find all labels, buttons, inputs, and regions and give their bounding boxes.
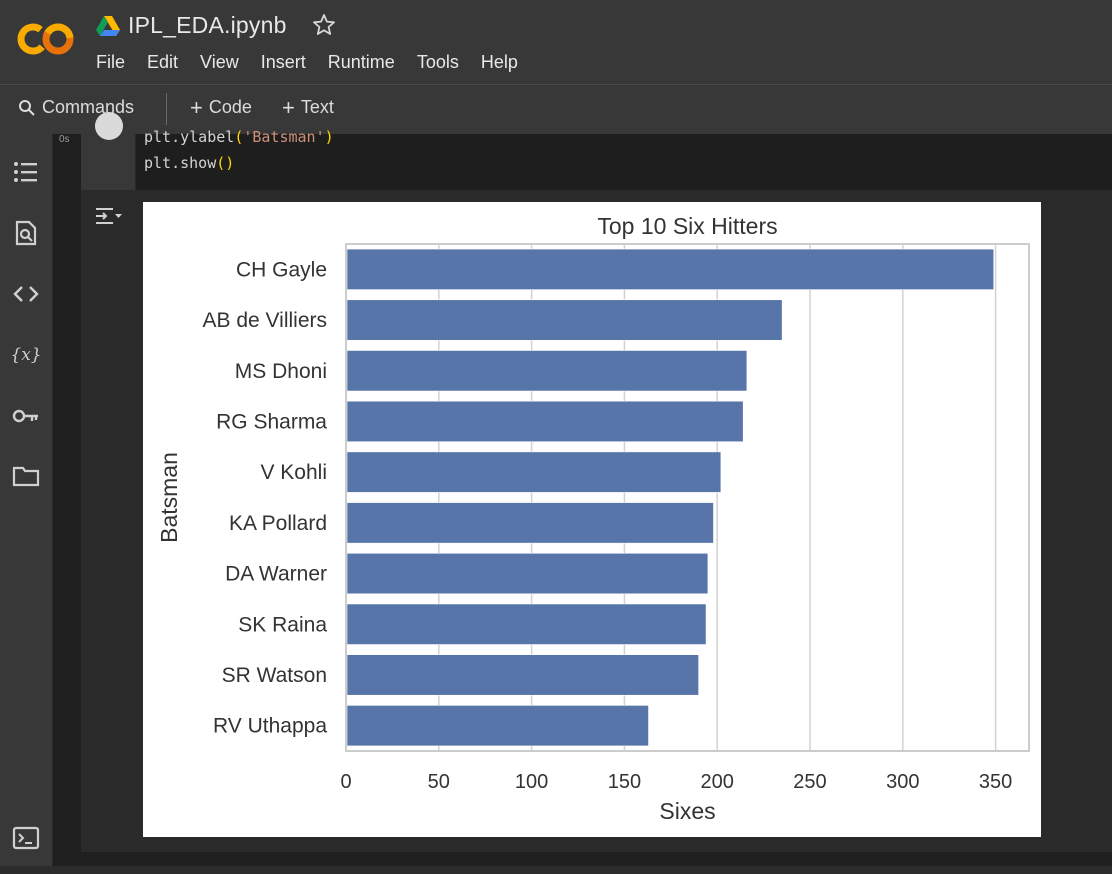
bar <box>346 400 744 443</box>
bar <box>346 350 748 392</box>
svg-text:{x}: {x} <box>12 345 40 365</box>
table-of-contents-icon[interactable] <box>12 158 40 186</box>
y-tick-label: CH Gayle <box>236 258 327 281</box>
chart-output: CH Gayle AB de Villiers MS Dhoni RG Sharma V… <box>143 202 1041 837</box>
y-tick-label: KA Pollard <box>229 512 327 535</box>
menu-file[interactable]: File <box>96 52 126 72</box>
bar <box>346 603 707 645</box>
bar <box>346 248 995 290</box>
bar <box>346 654 699 696</box>
x-tick-label: 250 <box>793 771 826 793</box>
y-axis-label: Batsman <box>156 452 182 543</box>
x-tick-label: 0 <box>340 771 351 793</box>
y-tick-label: RV Uthappa <box>213 715 327 738</box>
google-drive-icon <box>96 16 120 36</box>
notebook-area: 0s plt.ylabel('Batsman') plt.show() CH G… <box>53 112 1112 874</box>
code-cell[interactable]: plt.ylabel('Batsman') plt.show() CH Gayl… <box>81 112 1112 852</box>
y-tick-label: DA Warner <box>225 563 327 586</box>
y-tick-label: MS Dhoni <box>235 360 327 383</box>
code-editor[interactable]: plt.ylabel('Batsman') plt.show() <box>136 128 1112 190</box>
menu-help[interactable]: Help <box>480 52 518 72</box>
menu-bar: File Edit View Insert Runtime Tools Help <box>96 52 540 73</box>
execution-time: 0s <box>59 134 70 145</box>
x-tick-label: 350 <box>979 771 1012 793</box>
colab-logo[interactable] <box>16 20 76 58</box>
add-text-label: Text <box>300 97 334 117</box>
menu-insert[interactable]: Insert <box>260 52 306 72</box>
plus-icon: + <box>282 94 295 120</box>
x-tick-label: 300 <box>886 771 919 793</box>
left-sidebar: {x} <box>0 134 53 874</box>
status-bar <box>0 866 1112 874</box>
notebook-title[interactable]: IPL_EDA.ipynb <box>128 12 287 38</box>
x-axis-label: Sixes <box>659 798 715 824</box>
code-line-1: plt.ylabel('Batsman') <box>144 128 334 146</box>
run-cell-button[interactable] <box>95 112 123 140</box>
code-line-2: plt.show() <box>144 154 235 172</box>
y-tick-label: SR Watson <box>222 664 327 687</box>
add-text-button[interactable]: + Text <box>282 94 334 120</box>
search-icon <box>19 99 35 116</box>
y-tick-label: AB de Villiers <box>202 309 327 332</box>
menu-runtime[interactable]: Runtime <box>327 52 395 72</box>
chart-title: Top 10 Six Hitters <box>597 213 777 239</box>
x-tick-label: 200 <box>701 771 734 793</box>
bar <box>346 451 722 493</box>
toolbar: Commands + Code + Text <box>0 84 1112 134</box>
terminal-icon[interactable] <box>12 826 40 850</box>
y-tick-label: RG Sharma <box>216 410 327 433</box>
menu-view[interactable]: View <box>200 52 239 72</box>
toolbar-divider <box>166 93 167 125</box>
files-folder-icon[interactable] <box>12 462 40 490</box>
app-header: IPL_EDA.ipynb File Edit View Insert Runt… <box>0 0 1112 84</box>
code-snippets-icon[interactable] <box>12 280 40 308</box>
bar <box>346 552 709 595</box>
cell-gutter <box>81 112 135 190</box>
variables-icon[interactable]: {x} <box>12 340 40 368</box>
y-tick-label: SK Raina <box>238 613 327 636</box>
find-replace-icon[interactable] <box>12 219 40 247</box>
bar-chart: CH Gayle AB de Villiers MS Dhoni RG Sharma V… <box>156 213 1030 824</box>
y-tick-label: V Kohli <box>260 461 327 484</box>
commands-label: Commands <box>42 97 135 117</box>
x-tick-label: 50 <box>428 771 450 793</box>
menu-tools[interactable]: Tools <box>416 52 459 72</box>
star-icon[interactable] <box>312 13 336 37</box>
secrets-key-icon[interactable] <box>12 402 40 430</box>
bar <box>346 705 649 747</box>
plus-icon: + <box>190 94 203 120</box>
output-menu-icon[interactable] <box>93 204 123 228</box>
menu-edit[interactable]: Edit <box>147 52 179 72</box>
plot-frame <box>345 243 1030 752</box>
add-code-button[interactable]: + Code <box>190 94 252 120</box>
x-tick-label: 100 <box>515 771 548 793</box>
bar <box>346 299 783 341</box>
bar <box>346 502 714 544</box>
x-tick-label: 150 <box>608 771 641 793</box>
add-code-label: Code <box>208 97 252 117</box>
